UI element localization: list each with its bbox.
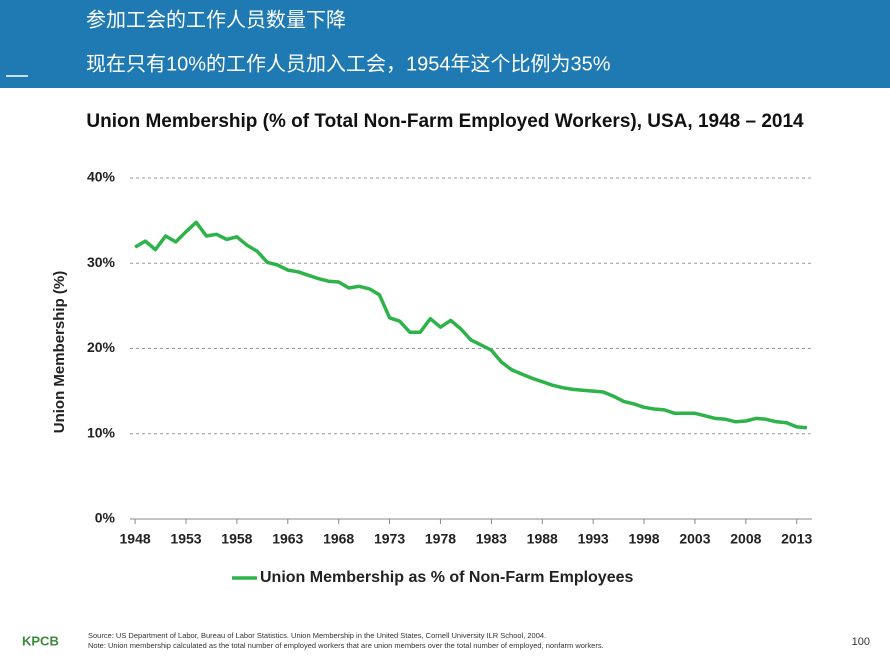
x-tick-label: 2003 (679, 531, 710, 547)
note: Note: Union membership calculated as the… (88, 641, 604, 650)
x-tick-label: 1963 (272, 531, 303, 547)
x-tick-label: 1958 (221, 531, 252, 547)
logo: KPCB (22, 633, 59, 648)
x-tick-label: 1968 (323, 531, 354, 547)
x-tick-label: 1998 (628, 531, 659, 547)
legend-label: Union Membership as % of Non-Farm Employ… (260, 569, 634, 586)
source-note: Source: US Department of Labor, Bureau o… (88, 631, 546, 640)
header-bar (0, 0, 890, 88)
x-tick-label: 1983 (476, 531, 507, 547)
page-number: 100 (852, 636, 870, 648)
data-line (134, 220, 808, 430)
y-axis-label: Union Membership (%) (51, 271, 68, 434)
x-tick-label: 1973 (374, 531, 405, 547)
header-line2: 现在只有10%的工作人员加入工会，1954年这个比例为35% (86, 52, 611, 75)
x-tick-label: 1978 (425, 531, 456, 547)
y-tick-label: 40% (87, 169, 116, 185)
y-tick-label: 0% (95, 510, 116, 526)
x-tick-label: 1948 (120, 531, 151, 547)
header-line1: 参加工会的工作人员数量下降 (86, 8, 346, 31)
x-tick-label: 1993 (578, 531, 609, 547)
chart-title: Union Membership (% of Total Non-Farm Em… (86, 111, 804, 132)
x-tick-label: 1953 (170, 531, 201, 547)
y-tick-label: 30% (87, 254, 116, 270)
y-tick-label: 10% (87, 424, 116, 440)
x-tick-label: 2013 (781, 531, 812, 547)
x-tick-label: 2008 (730, 531, 761, 547)
y-tick-label: 20% (87, 339, 116, 355)
x-tick-label: 1988 (527, 531, 558, 547)
